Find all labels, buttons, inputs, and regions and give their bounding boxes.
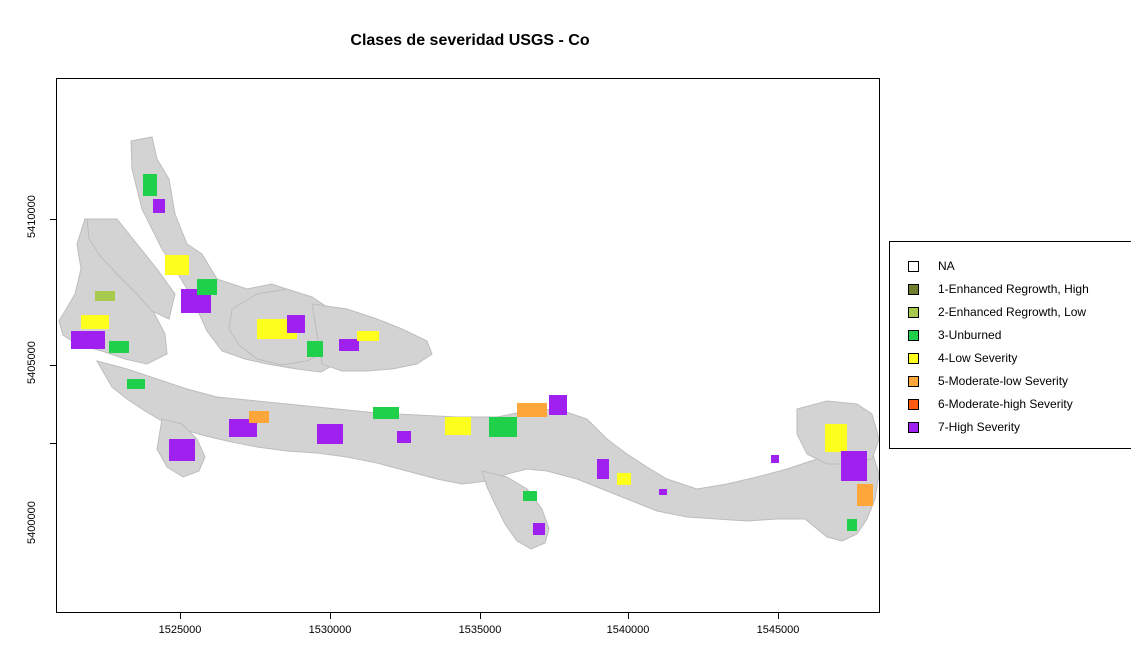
patch — [127, 379, 145, 389]
patch — [523, 491, 537, 501]
legend: NA 1-Enhanced Regrowth, High 2-Enhanced … — [889, 241, 1131, 449]
patch — [249, 411, 269, 423]
legend-label: 4-Low Severity — [938, 351, 1018, 365]
x-tickmark — [330, 612, 331, 619]
y-tick-label: 5405000 — [26, 341, 38, 384]
legend-item-7: 7-High Severity — [908, 419, 1020, 435]
legend-item-4: 4-Low Severity — [908, 350, 1017, 366]
legend-item-1: 1-Enhanced Regrowth, High — [908, 281, 1089, 297]
legend-swatch — [908, 306, 919, 318]
y-tickmark — [50, 219, 56, 220]
patch — [95, 291, 115, 301]
patch — [825, 424, 847, 452]
landmass — [58, 136, 879, 550]
legend-label: 7-High Severity — [938, 420, 1021, 434]
x-tickmark — [180, 612, 181, 619]
legend-item-3: 3-Unburned — [908, 327, 1001, 343]
patch — [857, 484, 873, 506]
patch — [169, 439, 195, 461]
legend-label: 5-Moderate-low Severity — [938, 374, 1069, 388]
patch — [81, 315, 109, 329]
patch — [597, 459, 609, 479]
patch — [445, 417, 471, 435]
patch — [229, 419, 257, 437]
patch — [109, 341, 129, 353]
x-tickmark — [480, 612, 481, 619]
patch — [533, 523, 545, 535]
patch — [357, 331, 379, 341]
legend-swatch — [908, 352, 919, 364]
legend-swatch — [908, 398, 919, 410]
severity-map — [58, 136, 879, 550]
patch — [517, 403, 547, 417]
patch — [617, 473, 631, 485]
patch — [489, 417, 517, 437]
map-title: Clases de severidad USGS - Co — [350, 32, 590, 49]
legend-swatch — [908, 329, 919, 341]
x-tick-label: 1530000 — [308, 624, 352, 636]
y-tick-label: 5400000 — [26, 501, 38, 544]
legend-item-2: 2-Enhanced Regrowth, Low — [908, 304, 1086, 320]
patch — [307, 341, 323, 357]
x-tick-label: 1545000 — [756, 624, 800, 636]
patch — [659, 489, 667, 495]
patch — [549, 395, 567, 415]
legend-swatch — [908, 260, 919, 272]
severity-patches — [71, 174, 873, 535]
x-tick-label: 1535000 — [458, 624, 502, 636]
patch — [847, 519, 857, 531]
map-plot-area — [56, 78, 880, 613]
x-tickmark — [628, 612, 629, 619]
y-tickmark — [50, 365, 56, 366]
patch — [317, 424, 343, 444]
patch — [841, 451, 867, 481]
legend-label: NA — [938, 259, 955, 273]
patch — [397, 431, 411, 443]
y-tickmark — [50, 443, 56, 444]
legend-label: 1-Enhanced Regrowth, High — [938, 282, 1089, 296]
legend-item-5: 5-Moderate-low Severity — [908, 373, 1068, 389]
legend-swatch — [908, 283, 919, 295]
legend-swatch — [908, 375, 919, 387]
patch — [143, 174, 157, 196]
patch — [771, 455, 779, 463]
patch — [165, 255, 189, 275]
legend-item-na: NA — [908, 258, 955, 274]
x-tick-label: 1525000 — [158, 624, 202, 636]
patch — [71, 331, 105, 349]
patch — [197, 279, 217, 295]
legend-label: 6-Moderate-high Severity — [938, 397, 1073, 411]
legend-label: 3-Unburned — [938, 328, 1002, 342]
legend-item-6: 6-Moderate-high Severity — [908, 396, 1073, 412]
patch — [373, 407, 399, 419]
patch — [287, 315, 305, 333]
patch — [339, 339, 359, 351]
x-tickmark — [778, 612, 779, 619]
x-tick-label: 1540000 — [606, 624, 650, 636]
legend-swatch — [908, 421, 919, 433]
legend-label: 2-Enhanced Regrowth, Low — [938, 305, 1087, 319]
patch — [153, 199, 165, 213]
y-tick-label: 5410000 — [26, 195, 38, 238]
